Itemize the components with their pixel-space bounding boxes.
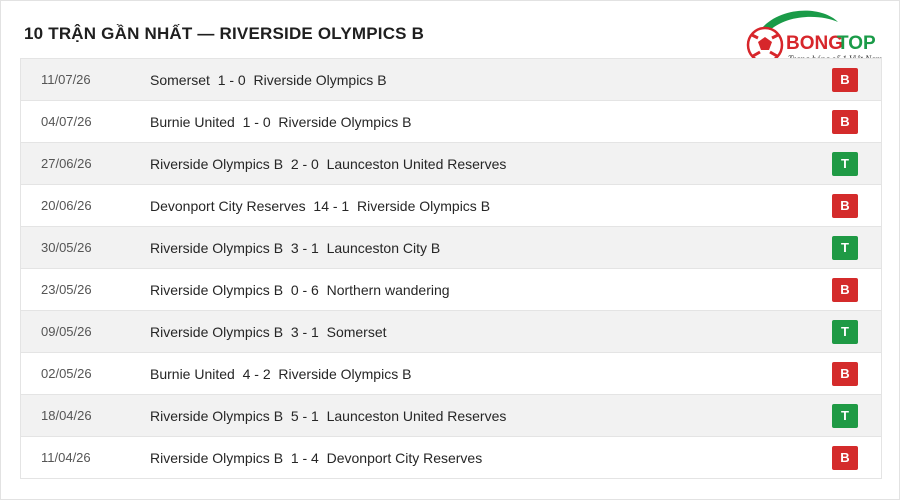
match-row[interactable]: 11/07/26 Somerset 1 - 0 Riverside Olympic… — [21, 59, 881, 101]
match-score: 4 - 2 — [242, 365, 271, 382]
result-badge: B — [832, 193, 858, 218]
match-row[interactable]: 02/05/26 Burnie United 4 - 2 Riverside Ol… — [21, 353, 881, 395]
away-team: Riverside Olympics B — [278, 113, 412, 130]
result-badge: B — [832, 109, 858, 134]
home-team: Devonport City Reserves — [150, 197, 306, 214]
brand-text-1: BONG — [786, 33, 843, 54]
result-badge: T — [832, 151, 858, 176]
away-team: Launceston City B — [326, 239, 441, 256]
away-team: Launceston United Reserves — [326, 407, 507, 424]
away-team: Northern wandering — [326, 281, 450, 298]
match-date: 30/05/26 — [41, 240, 92, 255]
result-badge: T — [832, 235, 858, 260]
match-date: 20/06/26 — [41, 198, 92, 213]
home-team: Riverside Olympics B — [150, 239, 284, 256]
recent-matches-table: 11/07/26 Somerset 1 - 0 Riverside Olympic… — [20, 58, 882, 479]
match-fixture: Somerset 1 - 0 Riverside Olympics B — [150, 72, 387, 88]
match-fixture: Burnie United 4 - 2 Riverside Olympics B — [150, 366, 411, 382]
match-date: 04/07/26 — [41, 114, 92, 129]
away-team: Riverside Olympics B — [253, 71, 387, 88]
result-badge: T — [832, 319, 858, 344]
match-fixture: Riverside Olympics B 1 - 4 Devonport Cit… — [150, 450, 482, 466]
match-date: 27/06/26 — [41, 156, 92, 171]
match-row[interactable]: 04/07/26 Burnie United 1 - 0 Riverside Ol… — [21, 101, 881, 143]
away-team: Somerset — [326, 323, 387, 340]
match-date: 18/04/26 — [41, 408, 92, 423]
match-row[interactable]: 11/04/26 Riverside Olympics B 1 - 4 Devon… — [21, 437, 881, 478]
match-score: 3 - 1 — [290, 239, 319, 256]
match-date: 11/04/26 — [41, 450, 91, 465]
match-row[interactable]: 20/06/26 Devonport City Reserves 14 - 1 R… — [21, 185, 881, 227]
page-title: 10 TRẬN GẦN NHẤT — RIVERSIDE OLYMPICS B — [24, 24, 425, 43]
away-team: Devonport City Reserves — [326, 449, 483, 466]
match-row[interactable]: 27/06/26 Riverside Olympics B 2 - 0 Launc… — [21, 143, 881, 185]
match-row[interactable]: 23/05/26 Riverside Olympics B 0 - 6 North… — [21, 269, 881, 311]
match-fixture: Riverside Olympics B 3 - 1 Launceston Ci… — [150, 240, 440, 256]
brand-text-2: TOP — [837, 33, 876, 54]
match-score: 1 - 0 — [217, 71, 246, 88]
away-team: Riverside Olympics B — [278, 365, 412, 382]
match-score: 2 - 0 — [290, 155, 319, 172]
match-score: 1 - 0 — [242, 113, 271, 130]
away-team: Launceston United Reserves — [326, 155, 507, 172]
swoosh-icon — [762, 10, 838, 32]
match-fixture: Riverside Olympics B 0 - 6 Northern wand… — [150, 282, 450, 298]
match-score: 5 - 1 — [290, 407, 319, 424]
result-badge: B — [832, 67, 858, 92]
home-team: Burnie United — [150, 113, 235, 130]
match-score: 0 - 6 — [290, 281, 319, 298]
match-date: 09/05/26 — [41, 324, 92, 339]
result-badge: B — [832, 445, 858, 470]
match-fixture: Riverside Olympics B 3 - 1 Somerset — [150, 324, 387, 340]
result-badge: B — [832, 277, 858, 302]
match-date: 11/07/26 — [41, 72, 91, 87]
match-score: 14 - 1 — [313, 197, 350, 214]
home-team: Burnie United — [150, 365, 235, 382]
result-badge: B — [832, 361, 858, 386]
home-team: Somerset — [150, 71, 210, 88]
match-fixture: Riverside Olympics B 5 - 1 Launceston Un… — [150, 408, 506, 424]
match-date: 23/05/26 — [41, 282, 92, 297]
home-team: Riverside Olympics B — [150, 281, 284, 298]
home-team: Riverside Olympics B — [150, 155, 284, 172]
match-row[interactable]: 18/04/26 Riverside Olympics B 5 - 1 Launc… — [21, 395, 881, 437]
home-team: Riverside Olympics B — [150, 323, 284, 340]
match-score: 1 - 4 — [290, 449, 319, 466]
match-fixture: Burnie United 1 - 0 Riverside Olympics B — [150, 114, 411, 130]
match-fixture: Devonport City Reserves 14 - 1 Riverside… — [150, 198, 490, 214]
home-team: Riverside Olympics B — [150, 449, 284, 466]
home-team: Riverside Olympics B — [150, 407, 284, 424]
result-badge: T — [832, 403, 858, 428]
match-score: 3 - 1 — [290, 323, 319, 340]
match-row[interactable]: 30/05/26 Riverside Olympics B 3 - 1 Launc… — [21, 227, 881, 269]
match-fixture: Riverside Olympics B 2 - 0 Launceston Un… — [150, 156, 506, 172]
away-team: Riverside Olympics B — [357, 197, 491, 214]
match-date: 02/05/26 — [41, 366, 92, 381]
match-row[interactable]: 09/05/26 Riverside Olympics B 3 - 1 Somer… — [21, 311, 881, 353]
